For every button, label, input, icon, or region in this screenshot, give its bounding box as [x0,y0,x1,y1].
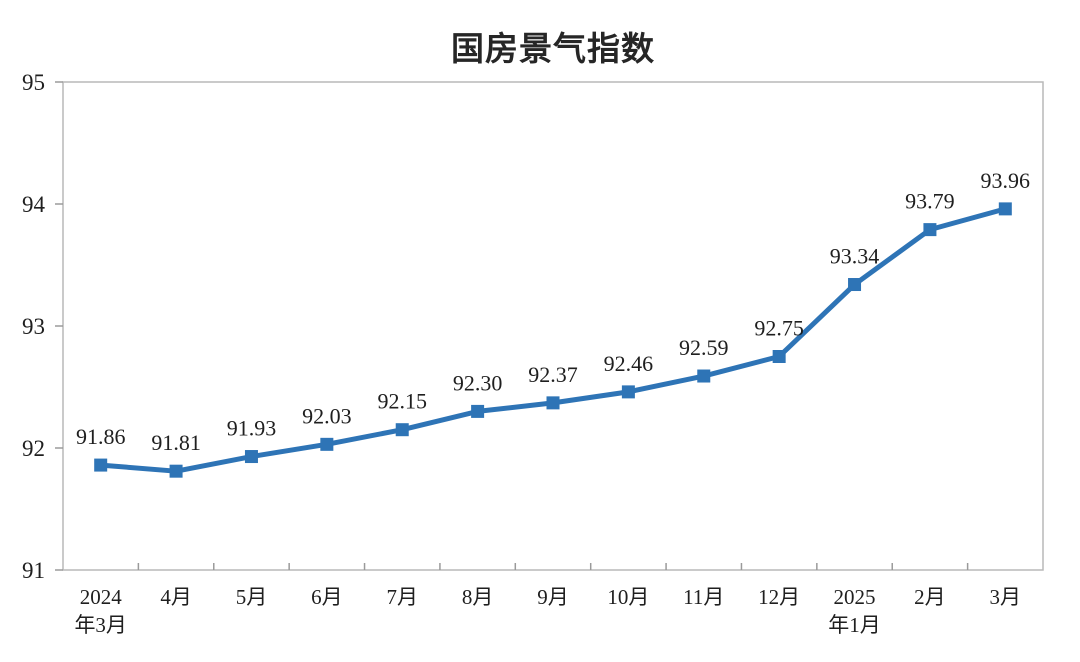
data-point-marker [848,278,862,292]
x-axis-category-label: 7月 [386,585,418,609]
data-point-marker [923,223,937,237]
data-point-marker [320,437,334,451]
x-axis-category-label: 2024 年3月 [74,585,127,637]
x-axis-category-label: 9月 [537,585,569,609]
data-point-label: 91.86 [76,424,126,449]
data-point-label: 92.37 [528,362,578,387]
y-axis-tick-label: 95 [22,70,45,95]
data-point-marker [621,385,635,399]
data-point-label: 92.46 [604,351,654,376]
data-point-marker [94,458,108,472]
data-point-marker [169,464,183,478]
data-point-label: 92.59 [679,335,729,360]
data-point-marker [395,423,409,437]
data-point-label: 93.79 [905,189,955,214]
x-axis-category-label: 3月 [990,585,1022,609]
data-point-label: 92.75 [754,316,804,341]
x-axis-category-label: 2025 年1月 [828,585,881,637]
data-point-label: 91.93 [227,416,277,441]
data-point-label: 92.30 [453,370,503,395]
y-axis-tick-label: 92 [22,436,45,461]
x-axis-category-label: 2月 [914,585,946,609]
data-point-label: 91.81 [151,430,201,455]
plot-border [62,81,1044,571]
data-point-label: 92.15 [377,389,427,414]
x-axis-category-label: 4月 [160,585,192,609]
y-axis-tick-label: 91 [22,558,45,583]
data-point-marker [697,369,711,383]
y-axis-tick-label: 93 [22,314,45,339]
x-axis-category-label: 11月 [683,585,724,609]
x-axis-category-label: 10月 [607,585,649,609]
x-axis-category-label: 12月 [758,585,800,609]
data-point-marker [471,404,485,418]
y-axis-tick-label: 94 [22,192,46,217]
x-axis-category-label: 8月 [462,585,494,609]
data-point-marker [772,350,786,363]
x-axis-category-label: 6月 [311,585,343,609]
data-point-label: 92.03 [302,403,352,428]
data-point-marker [998,202,1012,216]
data-point-marker [546,396,560,410]
data-point-marker [244,450,258,464]
chart-title: 国房景气指数 [451,32,655,68]
data-point-label: 93.96 [981,168,1031,193]
x-axis-category-label: 5月 [236,585,268,609]
data-point-label: 93.34 [830,244,880,269]
